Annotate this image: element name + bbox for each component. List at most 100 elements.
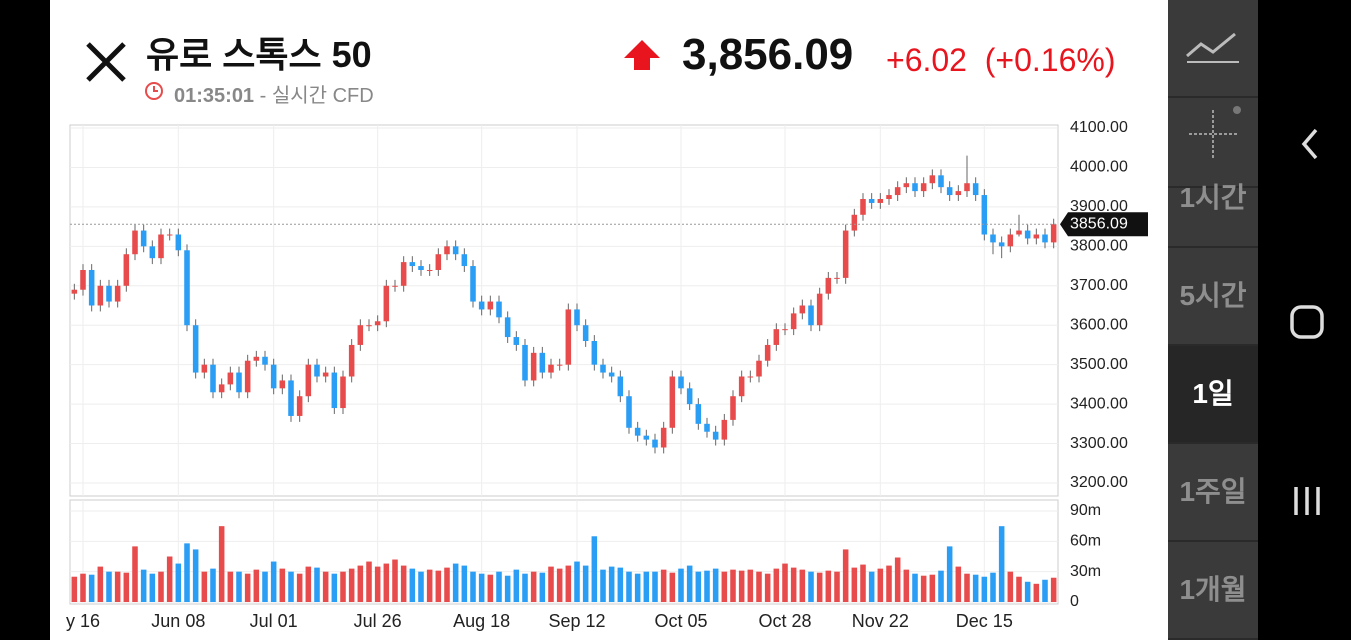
candle-body	[279, 380, 286, 389]
candle-body	[504, 317, 511, 338]
candle-body	[184, 250, 190, 326]
close-button[interactable]	[86, 42, 126, 82]
volume-bar	[565, 565, 572, 602]
candle-body	[192, 325, 199, 373]
subtitle: 01:35:01 - 실시간 CFD	[174, 79, 374, 108]
volume-bar	[461, 565, 468, 602]
volume-bar	[418, 571, 424, 602]
volume-bar	[1033, 583, 1040, 602]
home-button[interactable]	[1290, 305, 1324, 339]
candle-body	[435, 254, 442, 270]
interval-button[interactable]: 1일	[1168, 346, 1258, 444]
volume-bar	[322, 571, 329, 602]
interval-button[interactable]: 1개월	[1168, 542, 1258, 640]
candle-body	[88, 270, 95, 306]
candle-body	[686, 388, 693, 405]
candle-body	[357, 325, 364, 345]
volume-bar	[860, 564, 866, 602]
y-tick-label: 3400.00	[1070, 395, 1128, 412]
candle-body	[773, 329, 780, 345]
candle-body	[929, 175, 936, 184]
y2-tick-label: 60m	[1070, 533, 1101, 550]
candle-body	[314, 364, 320, 377]
volume-bar	[383, 563, 390, 602]
volume-bar	[834, 571, 840, 602]
chart-type-button[interactable]	[1168, 0, 1258, 98]
volume-bar	[296, 573, 303, 602]
crosshair-button[interactable]	[1168, 90, 1258, 188]
candle-body	[1050, 224, 1057, 243]
candle-body	[652, 439, 658, 448]
x-tick-label: Oct 05	[654, 611, 707, 631]
recents-button[interactable]	[1294, 487, 1320, 515]
candle-body	[617, 376, 624, 397]
volume-bar	[660, 569, 667, 602]
candle-body	[513, 337, 520, 345]
candle-body	[920, 183, 927, 192]
volume-frame	[69, 499, 1059, 605]
candle-body	[288, 380, 294, 416]
interval-button[interactable]: 1시간	[1168, 150, 1258, 248]
volume-bar	[816, 572, 823, 602]
candle-body	[218, 384, 225, 393]
title: 유로 스톡스 50	[146, 34, 372, 75]
candle-body	[331, 372, 338, 409]
candle-body	[825, 277, 832, 294]
volume-bar	[808, 571, 814, 602]
volume-bar	[747, 569, 754, 602]
candle-body	[140, 230, 147, 247]
interval-button[interactable]: 5시간	[1168, 248, 1258, 346]
change-abs: +6.02	[886, 42, 967, 78]
y-tick-label: 3600.00	[1070, 316, 1128, 333]
volume-bar	[279, 568, 286, 602]
candle-body	[747, 376, 754, 378]
candle-body	[860, 199, 866, 215]
candle-body	[782, 329, 788, 331]
volume-bar	[244, 573, 251, 602]
candle-body	[487, 301, 494, 310]
volume-bar	[149, 573, 156, 602]
volume-bar	[964, 573, 970, 602]
x-tick-label: Jun 08	[151, 611, 205, 631]
candle-body	[912, 183, 918, 192]
chart: 3200.00 3300.00 3400.00 3500.00 3600.00 3700.…	[66, 119, 1148, 631]
candle-body	[591, 341, 598, 365]
nav-bar	[1290, 128, 1324, 515]
volume-bar	[478, 573, 485, 602]
volume-bar	[574, 561, 580, 602]
y-tick-label: 3700.00	[1070, 277, 1128, 294]
volume-bar	[132, 546, 138, 602]
candle-body	[496, 301, 502, 318]
candle-body	[548, 364, 554, 373]
y-tick-label: 3900.00	[1070, 198, 1128, 215]
candle-body	[400, 262, 407, 286]
candle-body	[730, 396, 736, 420]
candle-body	[322, 372, 329, 377]
volume-bar	[617, 567, 624, 602]
volume-bar	[392, 559, 398, 602]
y2-tick-label: 0	[1070, 593, 1079, 610]
candle-body	[244, 360, 251, 393]
up-arrow	[624, 40, 660, 70]
candle-body	[409, 262, 416, 267]
volume-bar	[71, 576, 78, 602]
candle-body	[565, 309, 572, 365]
volume-bar	[314, 567, 320, 602]
candle-body	[834, 277, 840, 279]
candle-body	[678, 376, 684, 389]
candle-body	[998, 242, 1005, 247]
volume-bar	[929, 574, 936, 602]
candle-body	[478, 301, 485, 310]
y-tick-label: 4000.00	[1070, 159, 1128, 176]
last-price-tag	[1060, 212, 1148, 237]
volume-bar	[851, 567, 858, 602]
volume-bar	[608, 566, 615, 602]
volume-bar	[704, 570, 710, 602]
interval-button[interactable]: 1주일	[1168, 444, 1258, 542]
candle-body	[97, 285, 104, 306]
back-button[interactable]	[1301, 128, 1318, 160]
candle-body	[712, 431, 719, 440]
candle-body	[868, 199, 875, 203]
chart-panel: 유로 스톡스 50 01:35:01 - 실시간 CFD 3,856.09 +6…	[50, 0, 1168, 640]
candle-body	[938, 175, 944, 188]
